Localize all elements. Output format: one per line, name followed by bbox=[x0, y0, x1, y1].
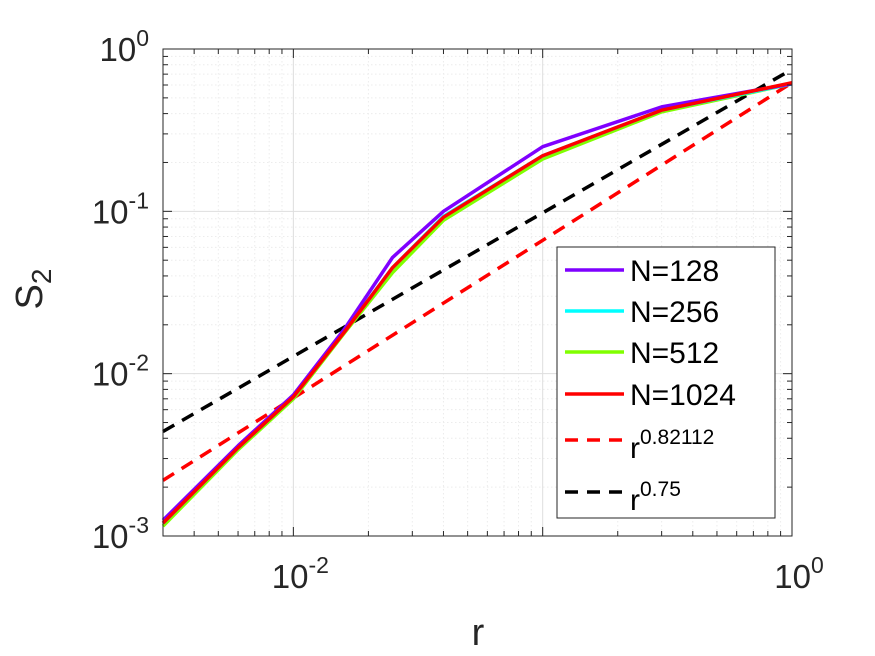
axes-box bbox=[162, 48, 793, 537]
series-line-r-0-82112 bbox=[162, 81, 793, 482]
series-line-n-1024 bbox=[161, 80, 793, 525]
tick-labels: 10-3 10-2 10-1 100 10-2 100 bbox=[92, 25, 824, 595]
x-tick-label: 10-2 bbox=[272, 552, 329, 595]
y-axis-label: S2 bbox=[9, 269, 57, 310]
legend-label: N=256 bbox=[630, 296, 719, 329]
x-axis-label: r bbox=[472, 612, 485, 654]
legend-label: N=128 bbox=[630, 255, 719, 288]
legend-label: r0.75 bbox=[630, 478, 681, 517]
y-tick-label: 100 bbox=[99, 25, 149, 68]
legend-label: N=512 bbox=[630, 337, 719, 370]
y-tick-label: 10-2 bbox=[92, 350, 149, 393]
y-axis-label-main: S bbox=[9, 284, 51, 309]
y-axis-label-subscript: 2 bbox=[26, 269, 57, 285]
legend-label: r0.82112 bbox=[630, 426, 714, 465]
legend-label: N=1024 bbox=[630, 379, 736, 412]
axes-frame bbox=[162, 48, 793, 537]
y-tick-label: 10-3 bbox=[92, 512, 149, 555]
legend-box bbox=[556, 246, 776, 519]
series-layer bbox=[161, 67, 793, 528]
y-tick-label: 10-1 bbox=[92, 187, 149, 230]
x-tick-label: 100 bbox=[774, 552, 824, 595]
legend: N=128 N=256 N=512 N=1024 r0.82112 r0.75 bbox=[556, 246, 776, 519]
series-line-r-0-75 bbox=[162, 67, 793, 434]
